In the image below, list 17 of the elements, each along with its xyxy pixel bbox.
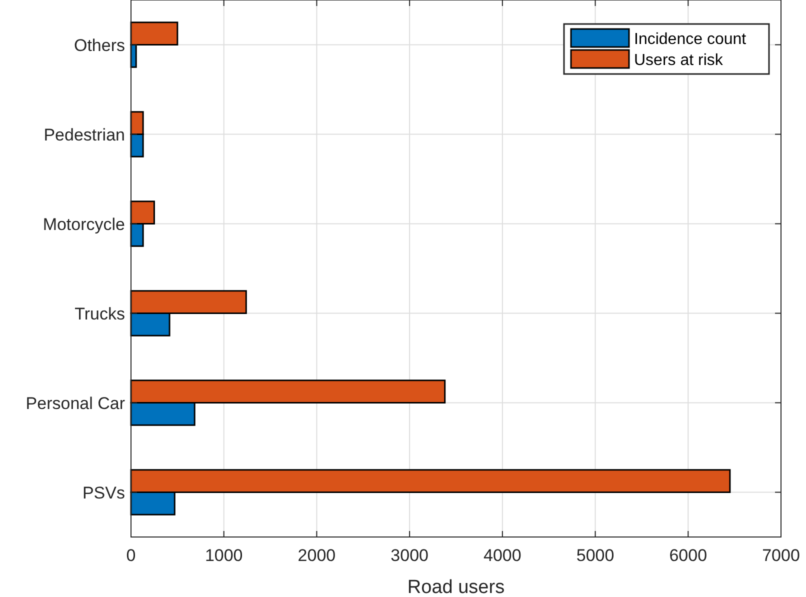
y-tick-label: Motorcycle [42, 214, 125, 234]
y-tick-label: Pedestrian [44, 125, 125, 144]
x-tick-label: 0 [126, 546, 136, 565]
y-tick-label: PSVs [82, 483, 125, 502]
x-tick-label: 2000 [298, 546, 336, 565]
x-tick-label: 4000 [484, 546, 522, 565]
x-tick-label: 5000 [576, 546, 614, 565]
y-tick-label: Personal Car [26, 394, 126, 413]
legend-label: Users at risk [634, 52, 724, 69]
x-tick-label: 1000 [204, 546, 243, 565]
legend-label: Incidence count [634, 31, 747, 48]
y-tick-label: Others [74, 36, 125, 55]
y-tick-label: Trucks [74, 304, 125, 324]
x-tick-label: 7000 [762, 546, 800, 565]
x-tick-label: 3000 [390, 546, 428, 565]
x-axis-title: Road users [407, 577, 505, 597]
x-tick-label: 6000 [669, 546, 708, 565]
